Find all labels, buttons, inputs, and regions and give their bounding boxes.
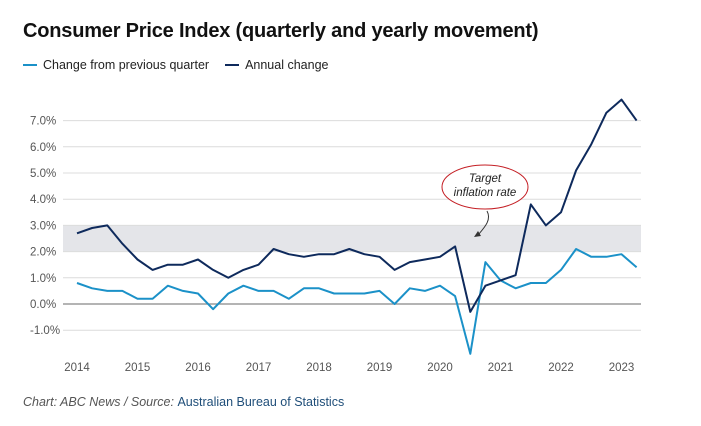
x-tick-label: 2019 [367, 362, 393, 374]
x-tick-label: 2014 [64, 362, 90, 374]
x-tick-label: 2020 [427, 362, 453, 374]
x-tick-label: 2016 [185, 362, 211, 374]
y-tick-label: -1.0% [30, 325, 60, 337]
x-tick-label: 2023 [609, 362, 635, 374]
footer: Chart: ABC News / Source: Australian Bur… [23, 395, 344, 409]
y-tick-label: 3.0% [30, 220, 56, 232]
y-tick-label: 7.0% [30, 116, 56, 128]
legend-label-annual: Annual change [245, 58, 329, 72]
annotation-arrow [477, 210, 490, 236]
source-link[interactable]: Australian Bureau of Statistics [177, 395, 345, 409]
series-line-annual [76, 98, 638, 313]
legend-swatch-quarterly [23, 64, 37, 66]
legend-item-annual: Annual change [225, 58, 328, 72]
legend-swatch-annual [225, 64, 240, 66]
annotation-ellipse [441, 164, 529, 210]
y-tick-label: 5.0% [30, 168, 56, 180]
x-tick-label: 2018 [306, 362, 332, 374]
y-tick-label: 1.0% [30, 273, 56, 285]
x-tick-label: 2022 [548, 362, 574, 374]
target-band [63, 225, 641, 252]
series-line-quarterly [76, 248, 638, 355]
annotation-text-line1: Target [469, 173, 502, 185]
annotation-arrowhead [474, 231, 481, 237]
y-tick-label: 2.0% [30, 247, 56, 259]
footer-prefix: Chart: ABC News / Source: [23, 395, 178, 409]
y-tick-label: 4.0% [30, 194, 56, 206]
annotation-text-line2: inflation rate [454, 187, 517, 199]
y-tick-label: 0.0% [30, 299, 56, 311]
x-tick-label: 2017 [246, 362, 272, 374]
legend: Change from previous quarter Annual chan… [23, 58, 344, 72]
legend-item-quarterly: Change from previous quarter [23, 58, 209, 72]
chart-title: Consumer Price Index (quarterly and year… [23, 20, 539, 42]
legend-label-quarterly: Change from previous quarter [43, 58, 210, 72]
x-tick-label: 2015 [125, 362, 151, 374]
y-tick-label: 6.0% [30, 142, 56, 154]
x-tick-label: 2021 [488, 362, 514, 374]
